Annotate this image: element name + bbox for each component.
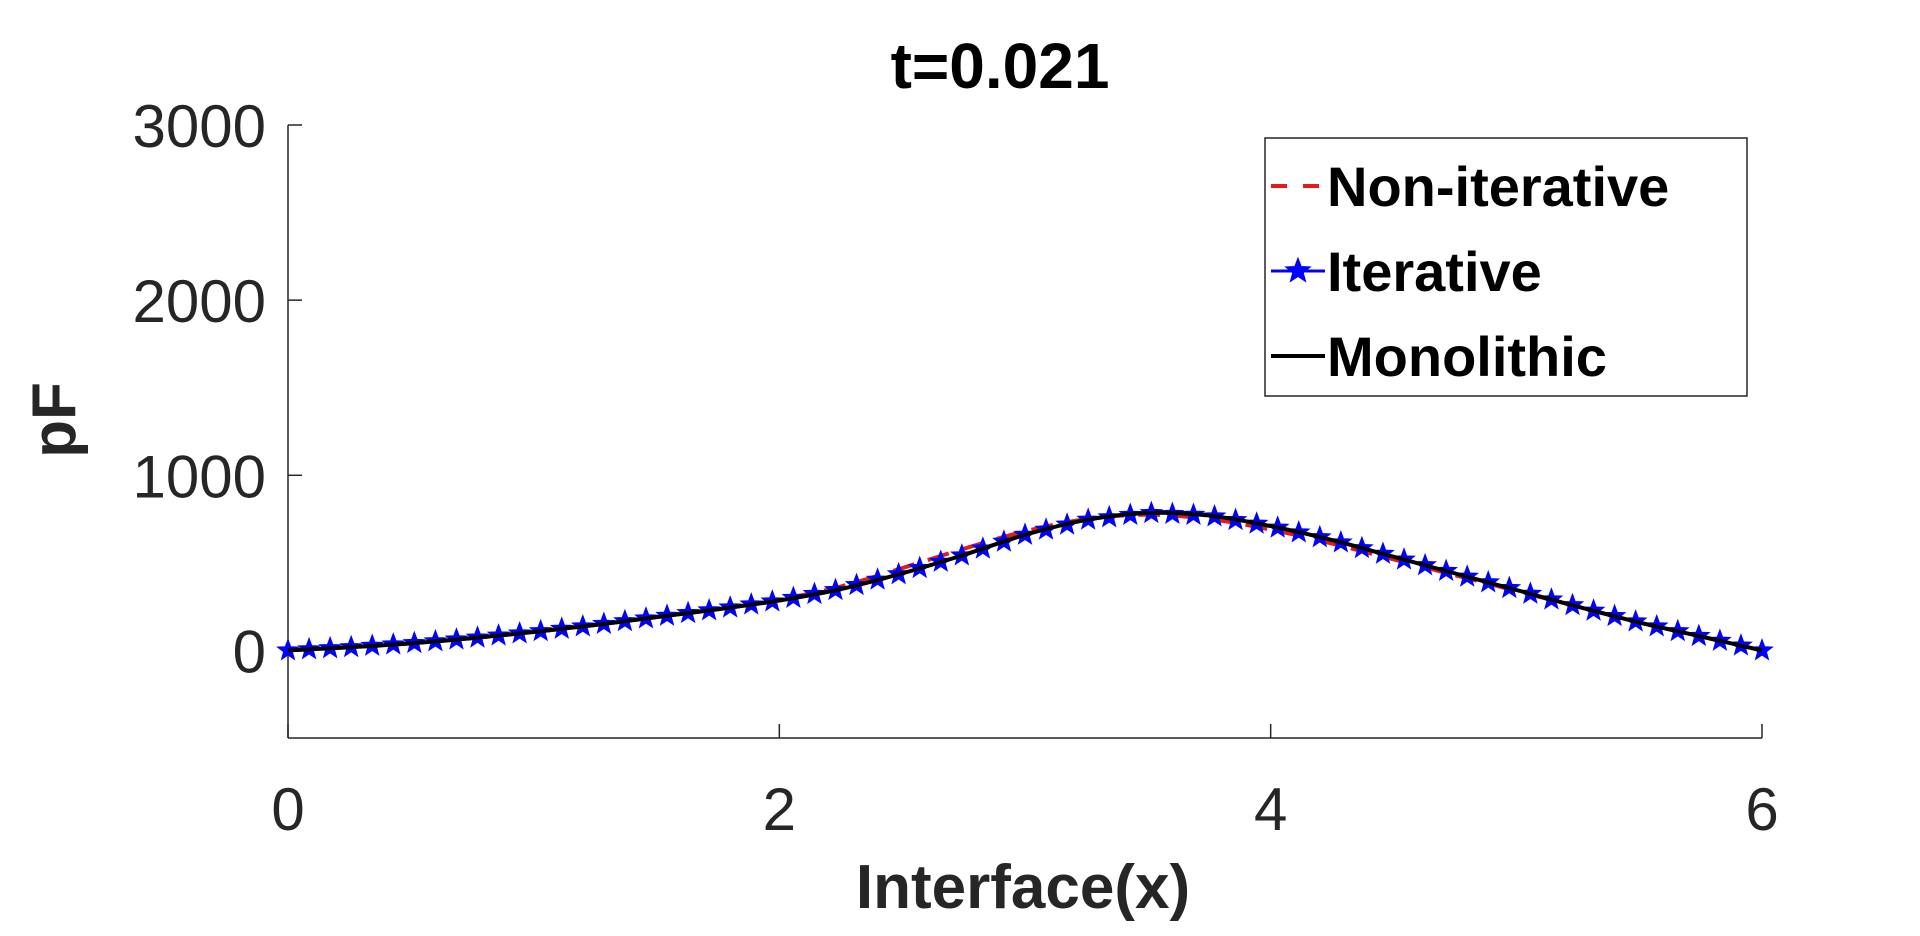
y-tick-label: 3000: [133, 93, 266, 160]
x-axis-title: Interface(x): [856, 853, 1190, 922]
x-tick-label: 6: [1745, 776, 1778, 843]
legend-item-monolithic: Monolithic: [1271, 325, 1607, 388]
legend-box: [1264, 137, 1748, 397]
y-tick-label: 1000: [133, 443, 266, 510]
plot-lines: [276, 500, 1774, 661]
axes: 0 2 4 6 0 1000 2000 3000: [133, 93, 1779, 843]
y-tick-label: 2000: [133, 268, 266, 335]
legend-item-iterative: Iterative: [1271, 240, 1542, 303]
x-tick-label: 4: [1254, 776, 1287, 843]
y-axis-title: pF: [20, 382, 89, 458]
legend-label: Non-iterative: [1327, 155, 1669, 218]
chart-title: t=0.021: [891, 30, 1110, 102]
legend: Non-iterative Iterative Monolithic: [1264, 137, 1748, 397]
legend-marker: [1284, 256, 1312, 283]
legend-item-non-iterative: Non-iterative: [1271, 155, 1669, 218]
legend-label: Monolithic: [1327, 325, 1607, 388]
x-tick-label: 0: [271, 776, 304, 843]
legend-label: Iterative: [1327, 240, 1542, 303]
series-monolithic: [287, 510, 1763, 653]
series-line: [287, 510, 1763, 653]
x-tick-label: 2: [763, 776, 796, 843]
y-tick-label: 0: [233, 618, 266, 685]
